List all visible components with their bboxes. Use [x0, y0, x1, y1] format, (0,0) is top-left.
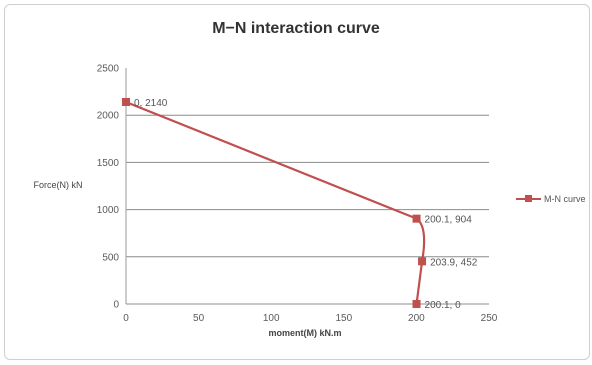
- x-axis-ticks: 0 50 100 150 200 250: [123, 313, 498, 324]
- data-point-marker: [418, 257, 427, 266]
- grid-lines: [126, 114, 489, 305]
- y-axis-label: Force(N) kN: [34, 180, 83, 190]
- data-label: 200.1, 904: [425, 215, 473, 226]
- data-label: 0, 2140: [134, 98, 168, 109]
- chart-title: M−N interaction curve: [212, 20, 380, 37]
- data-labels: 0, 2140 200.1, 904 203.9, 452 200.1, 0: [134, 98, 478, 311]
- x-tick-label: 250: [481, 313, 498, 324]
- legend: M-N curve: [516, 194, 586, 204]
- data-label: 200.1, 0: [425, 300, 462, 311]
- y-tick-label: 500: [102, 252, 119, 263]
- x-tick-label: 100: [263, 313, 280, 324]
- data-label: 203.9, 452: [430, 257, 478, 268]
- y-tick-label: 2500: [97, 64, 120, 75]
- y-tick-label: 1500: [97, 158, 120, 169]
- x-tick-label: 150: [335, 313, 352, 324]
- legend-marker-icon: [525, 195, 532, 202]
- y-axis-ticks: 0 500 1000 1500 2000 2500: [97, 64, 120, 311]
- data-point-marker: [122, 97, 130, 106]
- data-point-marker: [412, 300, 421, 308]
- data-point-marker: [412, 214, 421, 223]
- legend-label: M-N curve: [544, 194, 586, 204]
- y-tick-label: 1000: [97, 205, 120, 216]
- x-tick-label: 0: [123, 313, 129, 324]
- chart-area: [4, 4, 590, 360]
- x-tick-label: 200: [408, 313, 425, 324]
- y-tick-label: 0: [113, 300, 119, 311]
- y-tick-label: 2000: [97, 111, 120, 122]
- series-m-n-curve: [122, 97, 427, 308]
- series-line: [125, 100, 426, 305]
- x-tick-label: 50: [193, 313, 205, 324]
- x-axis-label: moment(M) kN.m: [268, 328, 341, 338]
